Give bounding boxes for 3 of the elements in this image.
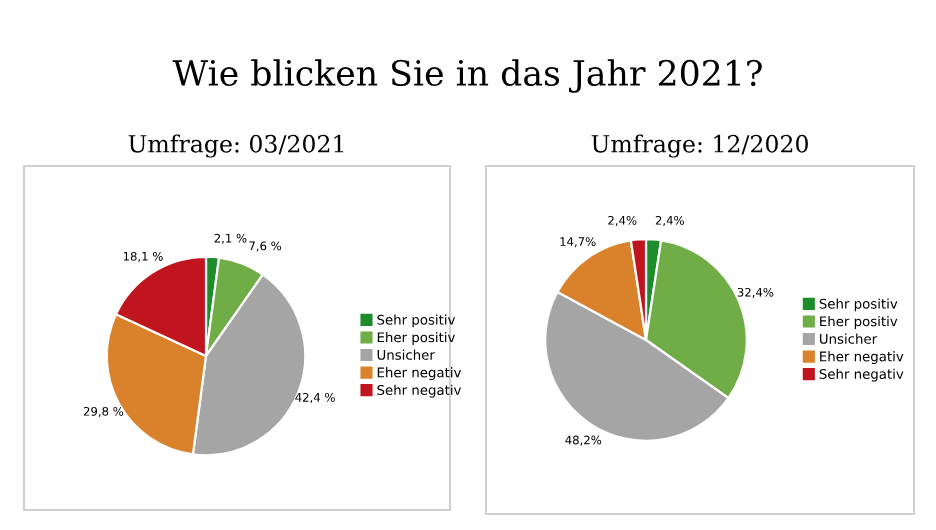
chart-title: Wie blicken Sie in das Jahr 2021? [172,59,762,93]
chart-subtitle: Umfrage: 12/2020 [591,134,808,158]
chart-subtitle: Umfrage: 03/2021 [128,134,344,158]
